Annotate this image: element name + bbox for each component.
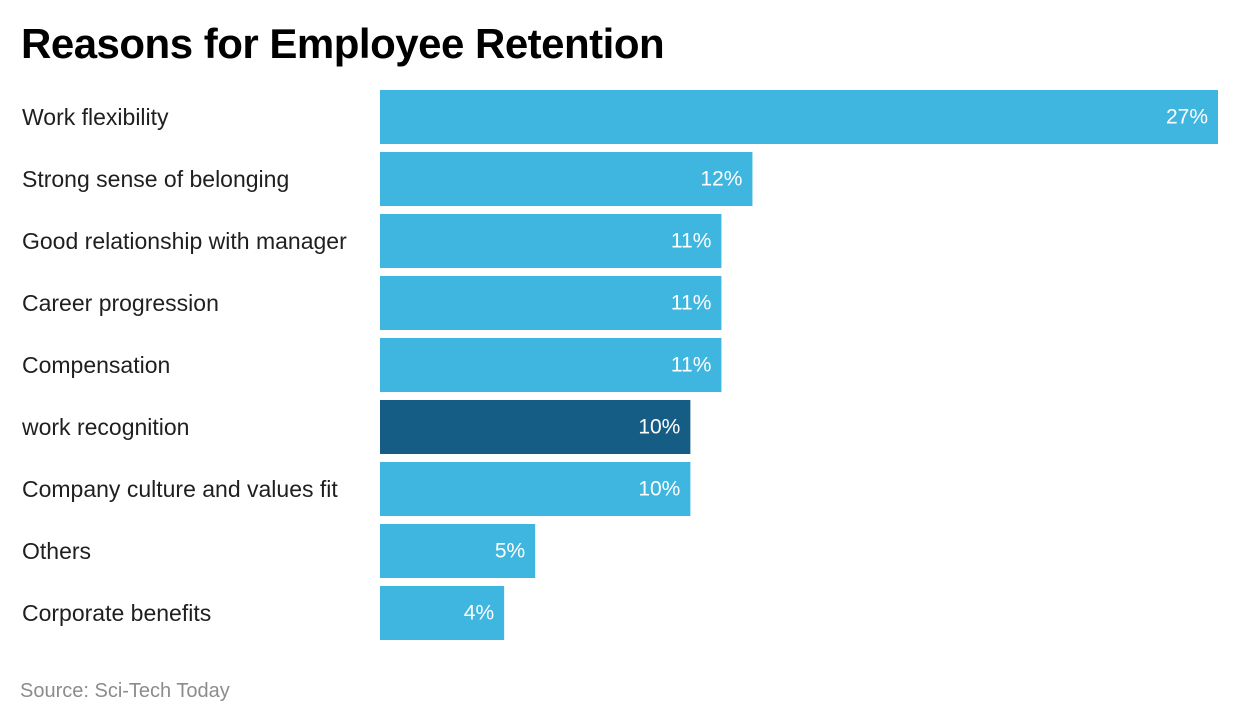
category-label: Good relationship with manager bbox=[22, 228, 347, 254]
value-label: 12% bbox=[700, 168, 742, 191]
value-label: 5% bbox=[495, 540, 525, 563]
bar bbox=[380, 586, 505, 640]
bar bbox=[380, 276, 722, 330]
value-label: 10% bbox=[638, 416, 680, 439]
category-label: Career progression bbox=[22, 290, 219, 316]
value-label: 11% bbox=[671, 354, 711, 377]
value-label: 4% bbox=[464, 602, 494, 625]
value-label: 27% bbox=[1166, 106, 1208, 129]
value-label: 11% bbox=[671, 292, 711, 315]
category-label: Strong sense of belonging bbox=[22, 166, 289, 192]
value-label: 10% bbox=[638, 478, 680, 501]
category-label: Work flexibility bbox=[22, 104, 169, 130]
bar bbox=[380, 462, 691, 516]
category-label: Others bbox=[22, 538, 91, 564]
bar bbox=[380, 400, 691, 454]
value-label: 11% bbox=[671, 230, 711, 253]
bar bbox=[380, 152, 753, 206]
category-label: Company culture and values fit bbox=[22, 476, 338, 502]
chart-title: Reasons for Employee Retention bbox=[21, 20, 665, 67]
bar bbox=[380, 214, 722, 268]
bar bbox=[380, 338, 722, 392]
category-label: work recognition bbox=[21, 414, 189, 440]
bar bbox=[380, 90, 1218, 144]
bar bbox=[380, 524, 536, 578]
category-label: Corporate benefits bbox=[22, 600, 211, 626]
category-label: Compensation bbox=[22, 352, 170, 378]
source-note: Source: Sci-Tech Today bbox=[20, 680, 230, 702]
